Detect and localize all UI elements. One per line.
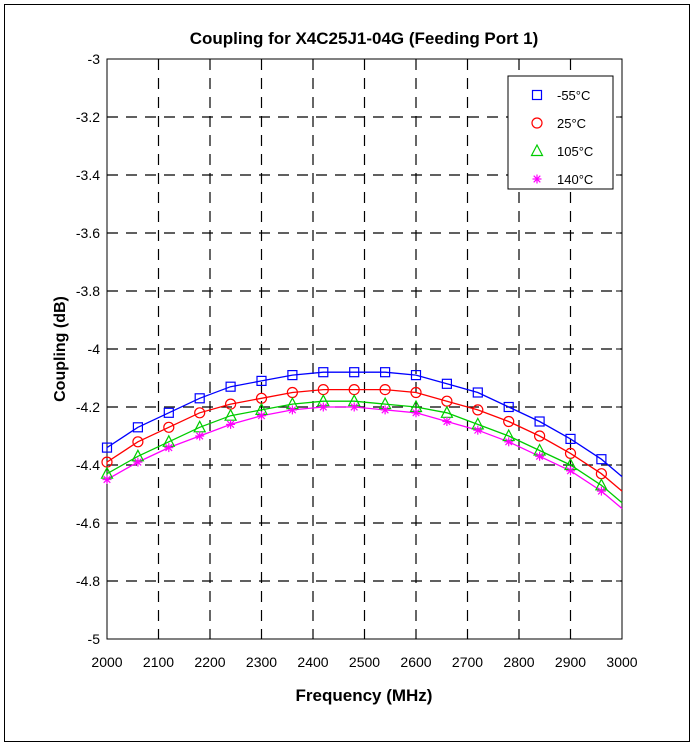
data-point xyxy=(163,407,174,418)
legend-marker xyxy=(531,117,543,129)
data-point xyxy=(504,437,514,447)
legend-marker xyxy=(530,143,544,157)
x-tick-label: 2400 xyxy=(297,654,328,670)
data-point xyxy=(379,384,391,396)
x-tick-label: 2200 xyxy=(194,654,225,670)
legend-entry: 25°C xyxy=(557,116,586,131)
data-point xyxy=(411,408,421,418)
data-point xyxy=(256,375,267,386)
y-tick-label: -5 xyxy=(88,631,101,647)
x-tick-label: 2900 xyxy=(555,654,586,670)
data-point xyxy=(534,416,545,427)
y-tick-label: -4.8 xyxy=(76,573,100,589)
y-tick-label: -3.6 xyxy=(76,225,100,241)
data-markers xyxy=(100,367,608,496)
series-line xyxy=(106,388,623,492)
series-line xyxy=(106,371,623,478)
data-point xyxy=(349,402,359,412)
x-tick-label: 2100 xyxy=(143,654,174,670)
legend-entry: 105°C xyxy=(557,144,593,159)
data-point xyxy=(380,405,390,415)
x-tick-label: 2500 xyxy=(349,654,380,670)
y-axis-label: Coupling (dB) xyxy=(52,296,69,402)
data-point xyxy=(349,367,360,378)
y-tick-label: -3.4 xyxy=(76,167,100,183)
data-point xyxy=(410,386,422,399)
data-point xyxy=(596,486,606,496)
legend-box xyxy=(507,75,614,190)
data-point xyxy=(318,367,329,378)
legend-marker xyxy=(532,174,542,184)
x-tick-label: 2000 xyxy=(91,654,122,670)
data-point xyxy=(503,401,514,413)
data-point xyxy=(441,378,452,389)
data-point xyxy=(132,422,143,433)
y-tick-label: -3 xyxy=(88,51,101,67)
legend: -55°C 25°C 105°C 140°C xyxy=(507,75,614,190)
y-tick-label: -4.6 xyxy=(76,515,100,531)
data-point xyxy=(442,417,452,426)
data-point xyxy=(472,387,483,398)
data-point xyxy=(163,421,175,433)
data-point xyxy=(472,404,484,416)
y-tick-label: -3.8 xyxy=(76,283,100,299)
data-point xyxy=(473,425,483,435)
data-point xyxy=(380,367,391,378)
data-point xyxy=(225,381,236,392)
data-point xyxy=(102,475,112,484)
x-tick-label: 2800 xyxy=(503,654,534,670)
legend-entry: -55°C xyxy=(557,88,590,103)
series-line xyxy=(106,400,623,504)
axis-ticks: 2000 2100 2200 2300 2400 2500 2600 2700 2800 2900… xyxy=(76,51,638,670)
data-point xyxy=(503,415,515,428)
chart-title: Coupling for X4C25J1-04G (Feeding Port 1… xyxy=(190,29,539,48)
legend-entry: 140°C xyxy=(557,172,593,187)
data-point xyxy=(133,457,143,467)
data-point xyxy=(101,442,113,453)
data-point xyxy=(566,466,575,476)
x-tick-label: 2300 xyxy=(246,654,277,670)
y-tick-label: -4.2 xyxy=(76,399,100,415)
y-tick-label: -4 xyxy=(88,341,101,357)
data-point xyxy=(194,407,206,419)
y-tick-label: -3.2 xyxy=(76,109,100,125)
data-point xyxy=(318,402,328,412)
data-point xyxy=(226,419,236,429)
x-tick-label: 3000 xyxy=(606,654,637,670)
data-point xyxy=(596,454,607,465)
y-tick-label: -4.4 xyxy=(76,457,100,473)
legend-marker xyxy=(531,89,543,101)
data-point xyxy=(195,431,205,441)
data-point xyxy=(533,430,546,442)
data-point xyxy=(410,370,422,381)
data-point xyxy=(565,433,576,444)
data-point xyxy=(535,451,545,461)
x-tick-label: 2700 xyxy=(452,654,483,670)
x-tick-label: 2600 xyxy=(400,654,431,670)
data-point xyxy=(132,436,144,448)
data-point xyxy=(164,443,174,453)
data-point xyxy=(194,393,205,404)
x-axis-label: Frequency (MHz) xyxy=(296,686,433,705)
data-point xyxy=(287,370,298,381)
data-point xyxy=(287,405,297,415)
data-point xyxy=(257,411,266,421)
